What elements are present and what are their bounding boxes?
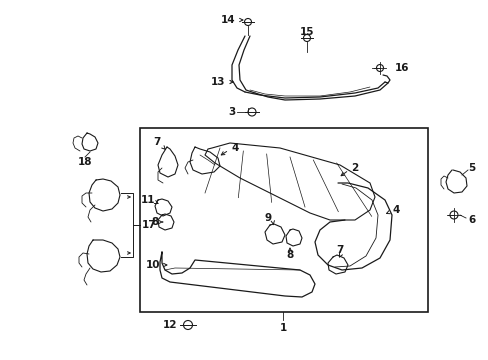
Text: 5: 5 <box>467 163 474 173</box>
Text: 11: 11 <box>141 195 155 205</box>
Text: 2: 2 <box>351 163 358 173</box>
Text: 14: 14 <box>220 15 235 25</box>
Text: 7: 7 <box>153 137 161 147</box>
Text: 18: 18 <box>78 157 92 167</box>
Text: 13: 13 <box>210 77 225 87</box>
Text: 12: 12 <box>163 320 177 330</box>
Text: 4: 4 <box>391 205 399 215</box>
Bar <box>140 128 427 312</box>
Text: 8: 8 <box>151 217 158 227</box>
Text: 1: 1 <box>279 323 286 333</box>
Text: 4: 4 <box>231 143 238 153</box>
Text: 6: 6 <box>467 215 474 225</box>
Text: 16: 16 <box>394 63 408 73</box>
Text: 10: 10 <box>145 260 160 270</box>
Text: 15: 15 <box>299 27 314 37</box>
Text: 3: 3 <box>228 107 235 117</box>
Text: 7: 7 <box>336 245 343 255</box>
Text: 8: 8 <box>286 250 293 260</box>
Text: 17: 17 <box>142 220 156 230</box>
Text: 9: 9 <box>264 213 271 223</box>
